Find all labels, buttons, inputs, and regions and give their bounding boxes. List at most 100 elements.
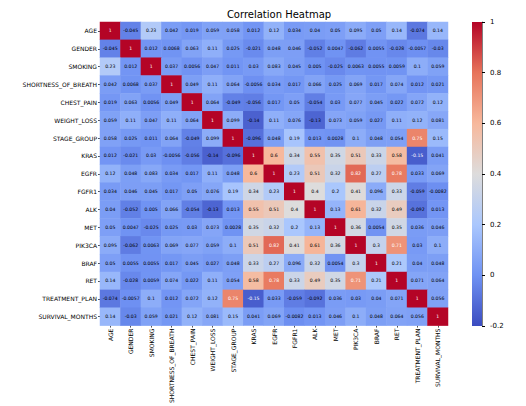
svg-text:GENDER: GENDER [127, 329, 134, 355]
svg-text:0.017: 0.017 [288, 82, 301, 87]
svg-text:-0.025: -0.025 [144, 225, 159, 230]
svg-text:0.34: 0.34 [289, 153, 299, 158]
svg-text:0.41: 0.41 [289, 243, 299, 248]
svg-text:0.11: 0.11 [207, 278, 217, 283]
svg-text:FGFR1: FGFR1 [77, 188, 97, 195]
svg-text:0.073: 0.073 [329, 118, 342, 123]
svg-text:EGFR: EGFR [271, 329, 278, 345]
svg-text:ALK: ALK [86, 206, 98, 213]
svg-text:0.048: 0.048 [431, 261, 444, 266]
svg-text:PIK3CA: PIK3CA [76, 242, 98, 249]
svg-text:0.0059: 0.0059 [143, 278, 159, 283]
svg-text:0.78: 0.78 [269, 278, 279, 283]
svg-text:0.021: 0.021 [431, 82, 444, 87]
svg-text:0.11: 0.11 [126, 118, 136, 123]
svg-text:-0.062: -0.062 [348, 46, 363, 51]
svg-text:-0.14: -0.14 [207, 153, 219, 158]
svg-text:0.048: 0.048 [226, 171, 239, 176]
svg-text:0.042: 0.042 [104, 82, 117, 87]
svg-text:BRAF: BRAF [373, 328, 380, 344]
svg-text:SURVIVAL_MONTHS: SURVIVAL_MONTHS [39, 313, 98, 321]
svg-text:-0.052: -0.052 [308, 46, 323, 51]
svg-text:0.045: 0.045 [288, 64, 301, 69]
svg-text:0.013: 0.013 [308, 314, 321, 319]
svg-text:0.064: 0.064 [431, 278, 444, 283]
svg-text:0.042: 0.042 [165, 28, 178, 33]
svg-text:1: 1 [490, 18, 494, 26]
svg-text:0.33: 0.33 [371, 153, 381, 158]
svg-text:0.23: 0.23 [269, 189, 279, 194]
svg-text:0.036: 0.036 [329, 296, 342, 301]
svg-text:0.6: 0.6 [490, 119, 502, 127]
svg-text:0.4: 0.4 [291, 207, 298, 212]
svg-text:0.19: 0.19 [228, 189, 238, 194]
svg-text:CHEST_PAIN: CHEST_PAIN [60, 99, 97, 107]
svg-text:0: 0 [490, 271, 494, 279]
svg-text:SHORTNESS_OF_BREATH: SHORTNESS_OF_BREATH [23, 81, 97, 89]
svg-text:0.8: 0.8 [490, 69, 501, 77]
svg-text:0.75: 0.75 [412, 136, 422, 141]
svg-text:0.11: 0.11 [167, 118, 177, 123]
svg-text:0.1: 0.1 [148, 296, 155, 301]
svg-text:-0.074: -0.074 [103, 296, 118, 301]
svg-text:0.069: 0.069 [267, 314, 280, 319]
svg-text:0.017: 0.017 [165, 189, 178, 194]
svg-text:0.033: 0.033 [411, 171, 424, 176]
svg-text:0.58: 0.58 [392, 153, 402, 158]
svg-text:-0.021: -0.021 [246, 46, 261, 51]
svg-text:-0.054: -0.054 [185, 207, 200, 212]
svg-text:-0.092: -0.092 [410, 207, 425, 212]
svg-text:0.013: 0.013 [308, 136, 321, 141]
svg-text:0.14: 0.14 [433, 28, 443, 33]
svg-text:0.61: 0.61 [351, 207, 361, 212]
svg-text:0.11: 0.11 [269, 118, 279, 123]
svg-text:0.027: 0.027 [206, 261, 219, 266]
svg-text:0.41: 0.41 [351, 189, 361, 194]
svg-text:0.059: 0.059 [349, 118, 362, 123]
svg-text:0.077: 0.077 [349, 100, 362, 105]
svg-text:-0.14: -0.14 [248, 118, 260, 123]
svg-text:0.036: 0.036 [411, 225, 424, 230]
svg-text:0.4: 0.4 [490, 170, 502, 178]
svg-text:0.3: 0.3 [352, 261, 359, 266]
svg-text:0.12: 0.12 [207, 296, 217, 301]
svg-text:0.1: 0.1 [352, 314, 359, 319]
svg-text:-0.045: -0.045 [123, 28, 138, 33]
svg-text:0.034: 0.034 [288, 28, 301, 33]
svg-text:0.71: 0.71 [392, 243, 402, 248]
svg-text:RET: RET [85, 277, 97, 284]
svg-text:0.071: 0.071 [390, 296, 403, 301]
svg-text:0.32: 0.32 [371, 207, 381, 212]
svg-text:0.017: 0.017 [267, 100, 280, 105]
svg-text:-0.0082: -0.0082 [429, 189, 447, 194]
svg-text:1: 1 [170, 82, 173, 87]
svg-text:0.069: 0.069 [349, 82, 362, 87]
svg-text:0.2: 0.2 [291, 225, 298, 230]
svg-text:1: 1 [252, 153, 255, 158]
svg-text:-0.096: -0.096 [226, 153, 241, 158]
svg-text:1: 1 [191, 100, 194, 105]
svg-text:0.012: 0.012 [145, 46, 158, 51]
svg-text:0.059: 0.059 [431, 64, 444, 69]
svg-text:0.047: 0.047 [206, 64, 219, 69]
svg-text:GENDER: GENDER [71, 45, 97, 52]
svg-text:Correlation Heatmap: Correlation Heatmap [227, 9, 331, 20]
svg-text:SMOKING: SMOKING [68, 63, 97, 70]
svg-text:0.1: 0.1 [352, 136, 359, 141]
svg-text:0.11: 0.11 [207, 46, 217, 51]
svg-text:0.064: 0.064 [206, 100, 219, 105]
svg-text:0.0055: 0.0055 [143, 261, 159, 266]
svg-text:0.049: 0.049 [186, 82, 199, 87]
svg-text:-0.028: -0.028 [123, 278, 138, 283]
svg-text:-0.15: -0.15 [248, 296, 260, 301]
svg-text:0.13: 0.13 [310, 225, 320, 230]
svg-text:SHORTNESS_OF_BREATH: SHORTNESS_OF_BREATH [168, 329, 176, 403]
svg-text:0.017: 0.017 [165, 261, 178, 266]
svg-text:AGE: AGE [85, 27, 98, 34]
svg-text:0.059: 0.059 [206, 243, 219, 248]
svg-text:0.27: 0.27 [371, 171, 381, 176]
svg-text:0.51: 0.51 [310, 171, 320, 176]
svg-text:0.23: 0.23 [146, 28, 156, 33]
svg-text:0.012: 0.012 [124, 64, 137, 69]
svg-text:0.076: 0.076 [288, 118, 301, 123]
